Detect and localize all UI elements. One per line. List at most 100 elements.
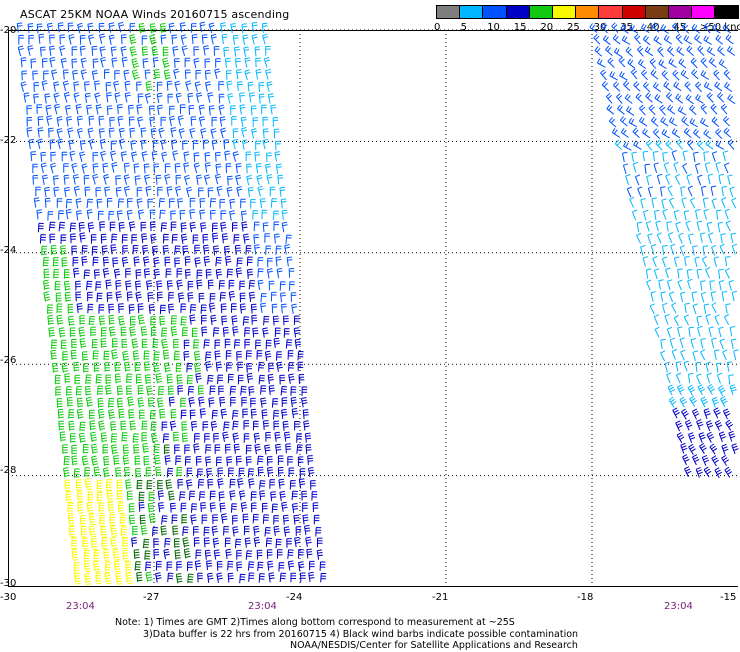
wind-barb: [257, 185, 264, 197]
wind-barb: [170, 326, 178, 337]
wind-barb: [51, 69, 58, 80]
wind-barb: [684, 256, 690, 267]
wind-barb: [198, 116, 206, 127]
wind-barb: [646, 174, 652, 186]
wind-barb: [146, 480, 153, 490]
wind-barb: [42, 58, 48, 68]
wind-barb: [273, 128, 280, 139]
wind-barb: [289, 281, 295, 291]
wind-barb: [703, 303, 710, 314]
wind-barb: [661, 256, 668, 268]
wind-barb: [86, 502, 94, 515]
wind-barb: [220, 210, 227, 220]
wind-barb: [727, 174, 733, 186]
wind-barb: [244, 57, 251, 68]
wind-barb: [204, 162, 211, 173]
wind-barb: [102, 267, 110, 279]
wind-barb: [647, 186, 654, 198]
wind-barb: [245, 151, 252, 162]
wind-barb: [281, 501, 288, 512]
wind-barb: [731, 443, 739, 455]
wind-barb: [143, 163, 150, 174]
wind-barb: [287, 456, 293, 466]
wind-barb: [200, 304, 207, 314]
wind-barb: [80, 57, 87, 69]
wind-barb: [155, 561, 162, 571]
wind-barb: [156, 92, 163, 103]
wind-barb: [302, 502, 308, 513]
wind-barb: [670, 243, 676, 255]
wind-barb: [193, 339, 200, 349]
wind-barb: [181, 514, 188, 524]
wind-barb: [723, 69, 731, 81]
wind-barb: [207, 92, 214, 103]
wind-barb: [275, 140, 281, 151]
wind-barb: [68, 420, 75, 431]
wind-barb: [115, 280, 122, 290]
wind-barb: [254, 151, 261, 162]
wind-barb: [180, 34, 187, 45]
wind-barb: [606, 104, 615, 115]
wind-barb: [41, 80, 48, 91]
wind-barb: [187, 561, 193, 572]
wind-barb: [232, 410, 239, 420]
wind-barb: [118, 303, 124, 314]
wind-barb: [175, 186, 182, 197]
wind-barb: [194, 362, 201, 373]
wind-barb: [205, 81, 212, 92]
wind-barb: [178, 292, 185, 303]
wind-barb: [143, 268, 151, 279]
wind-barb: [196, 269, 203, 280]
wind-barb: [714, 419, 723, 431]
wind-barb: [172, 46, 179, 57]
wind-barb: [637, 59, 647, 69]
wind-barb: [245, 444, 252, 455]
wind-barb: [197, 572, 203, 583]
wind-barb: [110, 150, 117, 162]
wind-barb: [147, 292, 154, 302]
wind-barb: [717, 221, 723, 233]
wind-barb: [688, 373, 694, 384]
wind-barb: [131, 151, 138, 162]
wind-barb: [124, 361, 131, 372]
wind-barb: [141, 46, 149, 57]
wind-barb: [660, 291, 666, 302]
wind-barb: [50, 349, 57, 360]
wind-barb: [45, 104, 52, 116]
wind-barb: [71, 338, 77, 349]
wind-barb: [150, 233, 157, 244]
wind-barb: [205, 269, 212, 279]
wind-barb: [695, 94, 704, 104]
wind-barb: [105, 384, 112, 396]
wind-barb: [294, 420, 300, 431]
wind-barb: [666, 221, 672, 232]
wind-barb: [231, 303, 237, 313]
wind-barb: [162, 57, 170, 69]
wind-barb: [266, 81, 273, 92]
wind-barb: [235, 267, 243, 278]
wind-barb: [99, 221, 106, 232]
wind-barb: [54, 374, 61, 385]
wind-barb: [173, 431, 179, 442]
wind-barb: [267, 373, 274, 385]
wind-barb: [62, 80, 69, 92]
wind-barb: [77, 490, 84, 503]
wind-barb: [705, 361, 711, 373]
wind-barb: [667, 384, 676, 396]
wind-barb: [210, 33, 217, 45]
wind-barb: [243, 433, 250, 443]
wind-barb: [733, 349, 739, 360]
wind-barb: [257, 561, 264, 572]
wind-barb: [232, 432, 239, 443]
wind-barb: [157, 480, 163, 490]
wind-barb: [209, 502, 216, 513]
wind-barb: [215, 152, 221, 162]
wind-barb: [708, 57, 717, 68]
wind-barb: [163, 444, 170, 455]
wind-barb: [160, 34, 167, 45]
wind-barb: [717, 385, 726, 397]
wind-barb: [131, 338, 139, 349]
wind-barb: [691, 291, 697, 302]
wind-barb: [227, 560, 234, 571]
wind-barb: [248, 572, 255, 582]
